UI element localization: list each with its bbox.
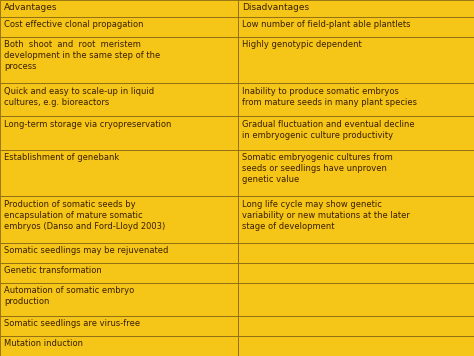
Text: Long-term storage via cryopreservation: Long-term storage via cryopreservation [4, 120, 172, 129]
Text: Automation of somatic embryo
production: Automation of somatic embryo production [4, 286, 134, 306]
Bar [238, 336, 474, 356]
Text: Cost effective clonal propagation: Cost effective clonal propagation [4, 20, 144, 29]
Text: Highly genotypic dependent: Highly genotypic dependent [242, 40, 362, 49]
Text: Somatic seedlings are virus-free: Somatic seedlings are virus-free [4, 319, 140, 328]
Bar [238, 316, 474, 336]
Bar [238, 17, 474, 37]
Text: Advantages: Advantages [4, 4, 57, 12]
Bar [0, 283, 238, 316]
Bar [238, 242, 474, 263]
Text: Low number of field-plant able plantlets: Low number of field-plant able plantlets [242, 20, 410, 29]
Text: Both  shoot  and  root  meristem
development in the same step of the
process: Both shoot and root meristem development… [4, 40, 160, 71]
Bar [238, 196, 474, 242]
Bar [0, 0, 238, 17]
Text: Gradual fluctuation and eventual decline
in embryogenic culture productivity: Gradual fluctuation and eventual decline… [242, 120, 415, 140]
Text: Production of somatic seeds by
encapsulation of mature somatic
embryos (Danso an: Production of somatic seeds by encapsula… [4, 200, 165, 231]
Text: Disadvantages: Disadvantages [242, 4, 309, 12]
Text: Somatic seedlings may be rejuvenated: Somatic seedlings may be rejuvenated [4, 246, 168, 255]
Bar [0, 17, 238, 37]
Bar [238, 0, 474, 17]
Bar [238, 283, 474, 316]
Bar [0, 263, 238, 283]
Text: Mutation induction: Mutation induction [4, 340, 83, 349]
Bar [0, 116, 238, 150]
Bar [238, 263, 474, 283]
Bar [238, 116, 474, 150]
Text: Quick and easy to scale-up in liquid
cultures, e.g. bioreactors: Quick and easy to scale-up in liquid cul… [4, 87, 154, 107]
Bar [0, 242, 238, 263]
Text: Inability to produce somatic embryos
from mature seeds in many plant species: Inability to produce somatic embryos fro… [242, 87, 417, 107]
Bar [0, 316, 238, 336]
Text: Long life cycle may show genetic
variability or new mutations at the later
stage: Long life cycle may show genetic variabi… [242, 200, 410, 231]
Bar [238, 150, 474, 196]
Bar [238, 37, 474, 83]
Text: Establishment of genebank: Establishment of genebank [4, 153, 119, 162]
Bar [0, 336, 238, 356]
Bar [0, 37, 238, 83]
Text: Somatic embryogenic cultures from
seeds or seedlings have unproven
genetic value: Somatic embryogenic cultures from seeds … [242, 153, 392, 184]
Bar [0, 196, 238, 242]
Bar [238, 83, 474, 116]
Bar [0, 150, 238, 196]
Bar [0, 83, 238, 116]
Text: Genetic transformation: Genetic transformation [4, 266, 102, 275]
